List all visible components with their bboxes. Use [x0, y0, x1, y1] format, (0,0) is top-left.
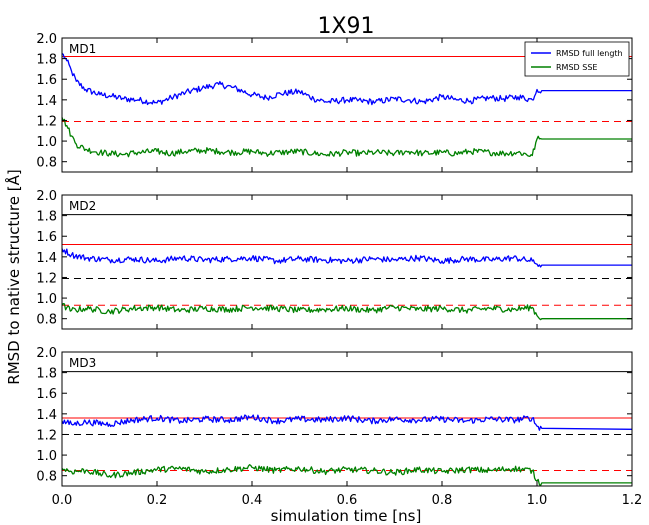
panel-label: MD1: [69, 42, 96, 56]
legend-entry: RMSD full length: [556, 49, 623, 58]
y-tick-label: 2.0: [36, 346, 57, 361]
panel-label: MD3: [69, 356, 96, 370]
chart-title: 1X91: [317, 14, 374, 39]
y-tick-label: 1.8: [36, 53, 57, 68]
y-tick-label: 1.0: [36, 135, 57, 150]
y-tick-label: 1.4: [36, 408, 57, 423]
panel-md3: 2.0 1.8 1.6 1.4 1.2 1.0 0.8 0.0 0.2 0.4 0.6 0.8 1.0 1…: [36, 346, 642, 508]
y-tick-label: 2.0: [36, 32, 57, 47]
series-line-rmsd-full-length: [61, 52, 632, 106]
x-tick-label: 0.0: [52, 493, 73, 508]
y-tick-label: 1.4: [36, 94, 57, 109]
y-tick-label: 1.0: [36, 292, 57, 307]
y-tick-label: 1.0: [36, 449, 57, 464]
y-tick-label: 1.6: [36, 73, 57, 88]
legend-box: [524, 41, 630, 77]
y-axis-label: RMSD to native structure [Å]: [4, 169, 23, 384]
y-tick-label: 0.8: [36, 156, 57, 171]
x-tick-label: 0.6: [337, 493, 358, 508]
panels-group: 2.0 1.8 1.6 1.4 1.2 1.0 0.8 MD1 RMSD full length…: [36, 32, 642, 508]
series-line-rmsd-full-length: [61, 248, 632, 268]
y-tick-label: 1.8: [36, 210, 57, 225]
panel-md1: 2.0 1.8 1.6 1.4 1.2 1.0 0.8 MD1 RMSD full length…: [36, 32, 633, 173]
panel-md2: 2.0 1.8 1.6 1.4 1.2 1.0 0.8 MD2: [36, 189, 633, 330]
y-tick-label: 0.8: [36, 313, 57, 328]
y-tick-label: 1.4: [36, 251, 57, 266]
y-tick-label: 1.2: [36, 428, 57, 443]
y-tick-label: 1.2: [36, 271, 57, 286]
x-tick-label: 1.2: [622, 493, 643, 508]
series-line-rmsd-full-length: [61, 414, 633, 431]
y-tick-label: 1.6: [36, 387, 57, 402]
x-axis-label: simulation time [ns]: [271, 507, 422, 525]
y-tick-label: 1.6: [36, 230, 57, 245]
x-tick-label: 1.0: [527, 493, 548, 508]
x-tick-label: 0.8: [432, 493, 453, 508]
x-tick-label: 0.2: [147, 493, 168, 508]
legend-entry: RMSD SSE: [556, 63, 597, 72]
y-tick-label: 1.8: [36, 367, 57, 382]
y-tick-label: 2.0: [36, 189, 57, 204]
y-tick-label: 1.2: [36, 114, 57, 129]
series-line-rmsd-sse: [61, 464, 632, 487]
y-tick-label: 0.8: [36, 470, 57, 485]
legend: RMSD full length RMSD SSE: [524, 41, 630, 77]
panel-label: MD2: [69, 199, 96, 213]
x-tick-label: 0.4: [242, 493, 263, 508]
series-line-rmsd-sse: [61, 117, 632, 158]
series-line-rmsd-sse: [61, 303, 632, 321]
